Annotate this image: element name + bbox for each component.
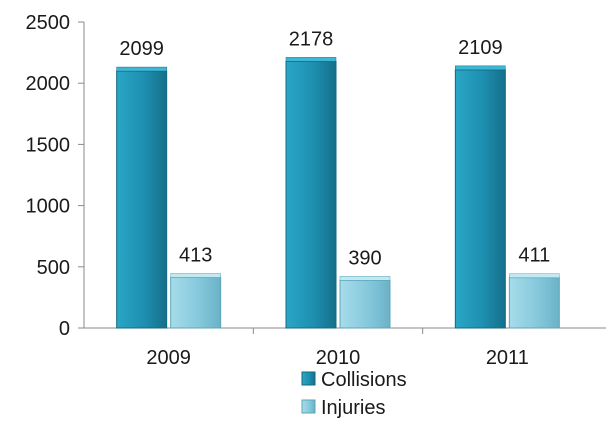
data-label-collisions-2009: 2099 (119, 38, 164, 60)
data-label-collisions-2011: 2109 (458, 37, 503, 59)
bar-injuries-2011 (508, 277, 560, 329)
legend-swatch-collisions (301, 371, 316, 386)
y-tick-label: 1500 (26, 134, 71, 156)
data-label-collisions-2010: 2178 (289, 28, 334, 50)
x-tick-label: 2010 (316, 347, 361, 369)
x-tick-label: 2011 (486, 347, 529, 369)
bar-top-face (170, 273, 221, 278)
y-tick-label: 2500 (26, 12, 71, 34)
legend-label-collisions: Collisions (321, 369, 407, 391)
bar-top-face (285, 57, 337, 62)
x-tick-label: 2009 (146, 347, 191, 369)
legend-label-injuries: Injuries (321, 397, 385, 419)
data-label-injuries-2009: 413 (179, 244, 212, 266)
y-tick-label: 0 (59, 318, 70, 340)
bar-collisions-2009 (116, 70, 168, 329)
y-tick-label: 2000 (26, 73, 71, 95)
bar-collisions-2010 (285, 60, 337, 329)
bar-top-face (509, 273, 560, 278)
legend-swatch-injuries (301, 399, 316, 414)
bar-top-face (339, 276, 391, 281)
bar-injuries-2010 (339, 279, 391, 329)
data-label-injuries-2011: 411 (518, 245, 550, 267)
y-tick-label: 1000 (26, 196, 71, 218)
bar-top-face (116, 66, 167, 72)
bar-collisions-2011 (454, 69, 506, 329)
data-label-injuries-2010: 390 (348, 247, 381, 269)
bar-top-face (455, 65, 506, 71)
y-tick-label: 500 (37, 257, 70, 279)
bar-injuries-2009 (170, 276, 222, 329)
